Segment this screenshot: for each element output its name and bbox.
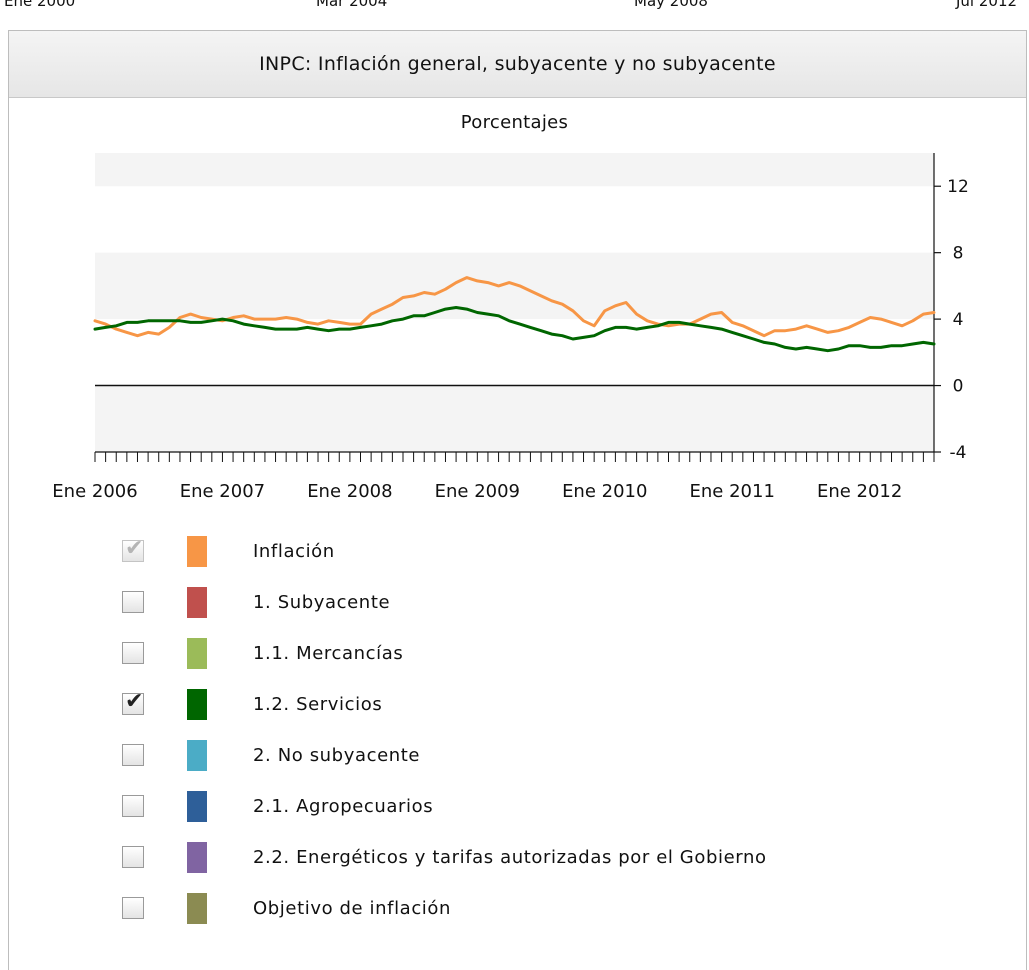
legend-label: Objetivo de inflación <box>253 897 452 919</box>
legend-color-swatch <box>187 790 207 822</box>
legend-checkbox[interactable] <box>122 591 144 613</box>
x-tick-label: Ene 2008 <box>307 481 392 502</box>
legend-label: 1.1. Mercancías <box>253 642 404 664</box>
legend-color-swatch <box>187 892 207 924</box>
legend-color-swatch <box>187 739 207 771</box>
legend-item[interactable]: ✔ Inflación <box>122 534 882 568</box>
legend-checkbox[interactable] <box>122 795 144 817</box>
legend-checkbox: ✔ <box>122 536 144 562</box>
series-line <box>93 306 936 353</box>
legend-label: 1.2. Servicios <box>253 693 383 715</box>
grid-band <box>95 252 934 320</box>
legend-color-swatch <box>187 841 207 873</box>
legend-color-swatch <box>187 688 207 720</box>
legend-label: Inflación <box>253 540 335 562</box>
legend-checkbox[interactable]: ✔ <box>122 689 144 715</box>
y-tick-label: 12 <box>947 177 969 197</box>
line-chart: 12 8 4 0 -4 Ene 2006 Ene 2007 Ene 2008 Ene 2009 E… <box>52 153 969 502</box>
legend-color-swatch <box>187 637 207 669</box>
chart-subtitle: Porcentajes <box>460 112 569 133</box>
checkmark-icon: ✔ <box>125 536 144 561</box>
legend-label: 2.2. Energéticos y tarifas autorizadas p… <box>253 846 767 868</box>
x-tick-label: Ene 2009 <box>435 481 520 502</box>
range-label: Ene 2000 <box>4 0 76 10</box>
legend-checkbox[interactable] <box>122 744 144 766</box>
legend-checkbox[interactable] <box>122 846 144 868</box>
legend-item[interactable]: Objetivo de inflación <box>122 891 882 925</box>
legend-color-swatch <box>187 586 207 618</box>
x-tick-label: Ene 2007 <box>180 481 265 502</box>
series-line <box>93 276 936 338</box>
legend-label: 2. No subyacente <box>253 744 421 766</box>
legend-checkbox[interactable] <box>122 642 144 664</box>
y-tick-label: 0 <box>953 377 964 397</box>
legend-item[interactable]: 1.1. Mercancías <box>122 636 882 670</box>
legend-label: 1. Subyacente <box>253 591 391 613</box>
y-tick-label: 8 <box>953 244 964 264</box>
legend-color-swatch <box>187 535 207 567</box>
legend-item[interactable]: 2.1. Agropecuarios <box>122 789 882 823</box>
legend-item[interactable]: 2.2. Energéticos y tarifas autorizadas p… <box>122 840 882 874</box>
legend-item[interactable]: 2. No subyacente <box>122 738 882 772</box>
range-label: May 2008 <box>634 0 708 10</box>
checkmark-icon: ✔ <box>125 689 144 714</box>
legend-label: 2.1. Agropecuarios <box>253 795 434 817</box>
panel-title: INPC: Inflación general, subyacente y no… <box>9 31 1026 98</box>
grid-band <box>95 153 934 187</box>
date-range-slider-labels: Ene 2000 Mar 2004 May 2008 Jul 2012 <box>0 0 1029 22</box>
y-tick-label: 4 <box>953 310 964 330</box>
y-tick-label: -4 <box>950 443 967 463</box>
x-tick-label: Ene 2010 <box>562 481 647 502</box>
range-label: Mar 2004 <box>316 0 388 10</box>
x-tick-label: Ene 2012 <box>817 481 902 502</box>
grid-band <box>95 385 934 452</box>
legend-checkbox[interactable] <box>122 897 144 919</box>
legend-item[interactable]: 1. Subyacente <box>122 585 882 619</box>
chart-panel: INPC: Inflación general, subyacente y no… <box>8 30 1027 970</box>
legend-item[interactable]: ✔ 1.2. Servicios <box>122 687 882 721</box>
x-tick-label: Ene 2006 <box>52 481 137 502</box>
x-tick-label: Ene 2011 <box>690 481 775 502</box>
range-label: Jul 2012 <box>956 0 1018 10</box>
